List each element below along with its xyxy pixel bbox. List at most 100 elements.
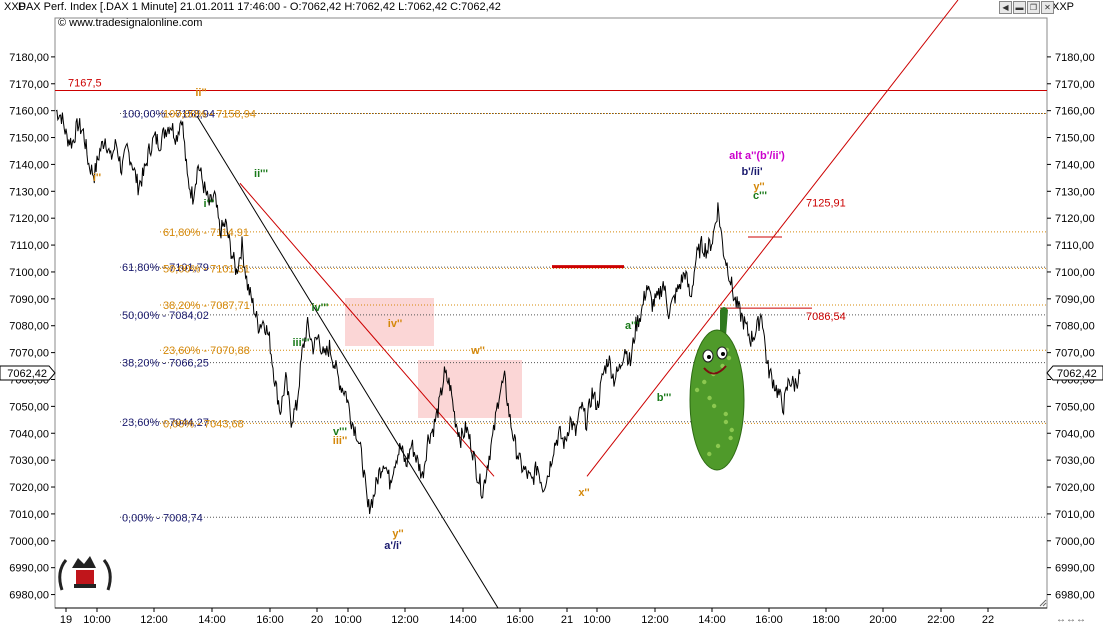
pickle-bump	[694, 387, 700, 393]
pickle-bump	[715, 443, 721, 449]
price-series	[55, 109, 801, 515]
wave-label: ii''	[195, 87, 207, 99]
pickle-bump	[723, 419, 729, 425]
x-tick-label: 19	[60, 614, 72, 626]
y-tick-label-right: 7050,00	[1055, 401, 1095, 413]
pickle-mouth	[703, 365, 727, 375]
pickle-bump	[723, 411, 728, 417]
window-controls: ◀ ▬ ❐ ✕	[999, 1, 1054, 14]
scroll-left-icon[interactable]: ◀	[999, 1, 1012, 14]
wave-label: b'/ii'	[741, 166, 763, 178]
wave-label: i''	[93, 172, 102, 184]
fib-orange-label: 50,00% - 7101,31	[163, 263, 250, 275]
wave-label: i'''	[204, 198, 215, 210]
pickle-icon	[689, 307, 745, 471]
x-tick-label: 22:00	[927, 614, 955, 626]
y-tick-label-right: 7120,00	[1055, 213, 1095, 225]
wave-label: iv'''	[311, 302, 328, 314]
level-label-high: 7125,91	[806, 197, 846, 209]
x-tick-label: 14:00	[449, 614, 477, 626]
trend-line-red-up	[586, 0, 959, 477]
x-tick-label: 21	[561, 614, 573, 626]
fib-blue-label: 23,60% - 7044,27	[122, 417, 209, 429]
pickle-pupil-right	[721, 352, 725, 356]
wave-label: c'''	[753, 190, 767, 202]
x-tick-label: 12:00	[391, 614, 419, 626]
y-tick-label-left: 7170,00	[9, 79, 49, 91]
pickle-bump	[729, 427, 734, 433]
trend-line-red-down	[239, 182, 495, 477]
y-tick-label-right: 7140,00	[1055, 159, 1095, 171]
pickle-body	[689, 329, 745, 471]
y-tick-label-right: 7160,00	[1055, 106, 1095, 118]
last-price-box-left	[0, 365, 56, 381]
symbol-label-right: XXP	[1052, 1, 1075, 13]
level-label-low: 7086,54	[806, 311, 846, 323]
x-tick-label: 12:00	[641, 614, 669, 626]
y-tick-label-left: 7070,00	[9, 348, 49, 360]
x-tick-label: 10:00	[583, 614, 611, 626]
wave-label: a'/i'	[384, 540, 402, 552]
logo-base	[74, 584, 96, 588]
y-tick-label-left: 7150,00	[9, 133, 49, 145]
minimize-icon[interactable]: ▬	[1013, 1, 1026, 14]
x-tick-label: 16:00	[506, 614, 534, 626]
axes: 7180,00 7180,00 7170,00 7170,00 7160,00 7160,…	[0, 17, 1103, 626]
y-tick-label-right: 7040,00	[1055, 428, 1095, 440]
y-tick-label-left: 7050,00	[9, 401, 49, 413]
logo-laurel	[58, 559, 112, 591]
resistance-zones	[345, 298, 522, 418]
y-tick-label-left: 7040,00	[9, 428, 49, 440]
y-tick-label-left: 7090,00	[9, 294, 49, 306]
y-tick-label-right: 6980,00	[1055, 590, 1095, 602]
pickle-pupil-left	[707, 355, 711, 359]
wave-label: ii'''	[254, 168, 268, 180]
fib-blue-label: 61,80% - 7101,79	[122, 262, 209, 274]
fib-blue-label: 100,00% - 7158,94	[122, 109, 215, 121]
website-label: © www.tradesignalonline.com	[58, 17, 202, 29]
y-tick-label-left: 6990,00	[9, 563, 49, 575]
last-price-label-right: 7062,42	[1057, 368, 1097, 380]
x-tick-label: 12:00	[140, 614, 168, 626]
y-tick-label-right: 7020,00	[1055, 482, 1095, 494]
pickle-stem	[720, 307, 728, 336]
y-tick-label-right: 7000,00	[1055, 536, 1095, 548]
y-tick-label-right: 7150,00	[1055, 133, 1095, 145]
x-tick-label: 18:00	[812, 614, 840, 626]
y-tick-label-left: 7110,00	[10, 240, 49, 252]
restore-icon[interactable]: ❐	[1027, 1, 1040, 14]
y-tick-label-right: 7110,00	[1055, 240, 1094, 252]
y-tick-label-right: 7070,00	[1055, 348, 1095, 360]
wave-label: iii'''	[292, 337, 309, 349]
pickle-bump	[728, 435, 733, 441]
pickle-bump	[711, 403, 717, 409]
y-tick-label-right: 7130,00	[1055, 186, 1095, 198]
y-tick-label-left: 7120,00	[9, 213, 49, 225]
fib-orange-label: 0,00% - 7043,68	[163, 418, 244, 430]
y-tick-label-right: 7010,00	[1055, 509, 1095, 521]
logo-icon	[58, 556, 112, 591]
logo-figure	[72, 556, 96, 568]
y-tick-label-left: 7080,00	[9, 321, 49, 333]
y-tick-label-left: 7140,00	[9, 159, 49, 171]
price-line	[55, 109, 801, 515]
wave-label: y''	[392, 528, 404, 540]
y-tick-label-left: 7010,00	[9, 509, 49, 521]
fib-blue-label: 38,20% - 7066,25	[122, 358, 209, 370]
y-tick-label-right: 7100,00	[1055, 267, 1095, 279]
wave-label: a'''	[625, 320, 639, 332]
resize-grip-icon	[1039, 599, 1047, 607]
wave-label: x''	[578, 487, 590, 499]
close-icon[interactable]: ✕	[1041, 1, 1054, 14]
fib-orange-label: 100,00% - 7158,94	[163, 109, 256, 121]
x-tick-label: 22	[982, 614, 994, 626]
y-tick-label-left: 7030,00	[9, 455, 49, 467]
trend-line-black	[196, 115, 499, 609]
x-tick-label: 10:00	[83, 614, 111, 626]
fib-orange-label: 61,80% - 7114,91	[163, 227, 249, 239]
wave-label: w''	[470, 345, 485, 357]
pickle-bump	[707, 395, 712, 401]
wave-label: iii''	[333, 435, 348, 447]
